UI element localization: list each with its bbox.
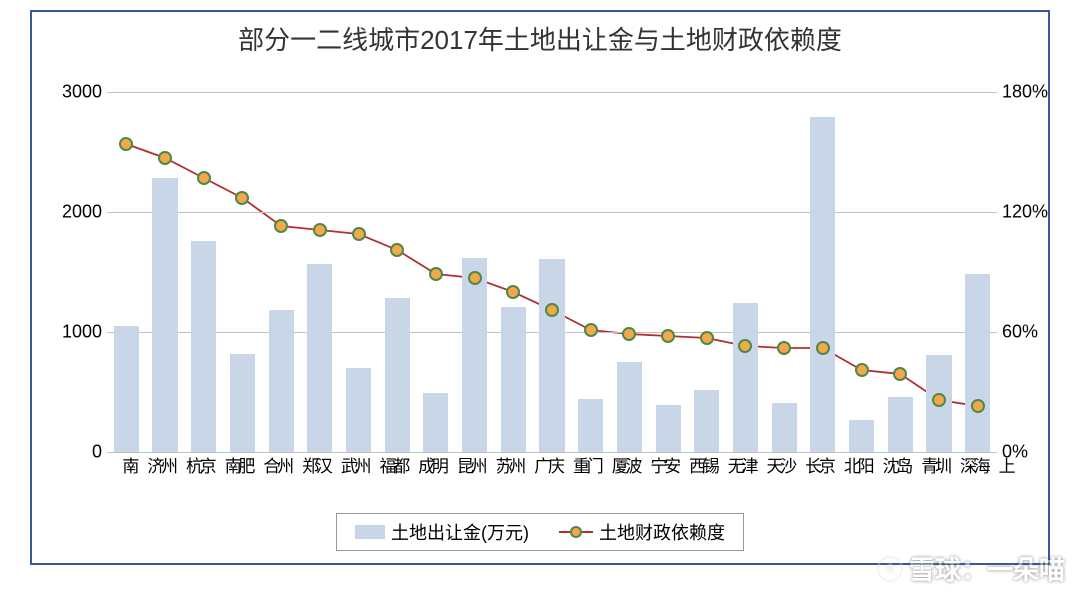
bar	[501, 307, 526, 452]
bar	[269, 310, 294, 452]
bar	[772, 403, 797, 452]
line-marker	[816, 341, 830, 355]
chart-container: 部分一二线城市2017年土地出让金与土地财政依赖度 01000200030000…	[30, 10, 1050, 565]
bar	[462, 258, 487, 452]
line-marker	[352, 227, 366, 241]
bar	[965, 274, 990, 452]
y-left-tick-label: 3000	[52, 82, 102, 103]
line-marker	[506, 285, 520, 299]
chart-title: 部分一二线城市2017年土地出让金与土地财政依赖度	[32, 12, 1048, 57]
line-marker	[738, 339, 752, 353]
y-right-tick-label: 60%	[1002, 322, 1057, 343]
gridline	[107, 92, 997, 93]
line-marker	[661, 329, 675, 343]
watermark-icon: ❄	[877, 556, 903, 582]
legend-label-line: 土地财政依赖度	[599, 519, 725, 545]
bar	[539, 259, 564, 452]
watermark: ❄ 雪球：一朵喵	[877, 550, 1065, 587]
line-marker	[313, 223, 327, 237]
y-right-tick-label: 180%	[1002, 82, 1057, 103]
bar	[656, 405, 681, 452]
line-marker	[119, 137, 133, 151]
y-left-tick-label: 1000	[52, 322, 102, 343]
bar	[346, 368, 371, 452]
y-left-tick-label: 0	[52, 442, 102, 463]
bar	[423, 393, 448, 452]
line-marker	[429, 267, 443, 281]
legend-swatch-line	[559, 531, 593, 533]
line-marker	[932, 393, 946, 407]
legend-item-bars: 土地出让金(万元)	[355, 519, 529, 545]
line-marker	[893, 367, 907, 381]
line-marker	[584, 323, 598, 337]
line-marker	[390, 243, 404, 257]
line-marker	[468, 271, 482, 285]
bar	[152, 178, 177, 452]
bar	[694, 390, 719, 452]
y-right-tick-label: 120%	[1002, 202, 1057, 223]
gridline	[107, 212, 997, 213]
watermark-text: 雪球：一朵喵	[909, 550, 1065, 587]
bar	[385, 298, 410, 452]
line-marker	[700, 331, 714, 345]
x-tick-label: 上海	[968, 452, 1018, 472]
line-marker	[777, 341, 791, 355]
legend: 土地出让金(万元) 土地财政依赖度	[336, 513, 744, 551]
plot-area: 01000200030000%60%120%180%济南杭州南京合肥郑州武汉福州…	[107, 92, 997, 452]
bar	[191, 241, 216, 452]
bar	[114, 326, 139, 452]
legend-marker-icon	[570, 526, 582, 538]
line-marker	[274, 219, 288, 233]
line-marker	[235, 191, 249, 205]
bar	[307, 264, 332, 452]
legend-item-line: 土地财政依赖度	[559, 519, 725, 545]
legend-swatch-bar	[355, 525, 385, 539]
line-marker	[622, 327, 636, 341]
bar	[810, 117, 835, 452]
bar	[230, 354, 255, 452]
y-left-tick-label: 2000	[52, 202, 102, 223]
line-marker	[158, 151, 172, 165]
bar	[888, 397, 913, 452]
legend-label-bars: 土地出让金(万元)	[391, 519, 529, 545]
line-marker	[545, 303, 559, 317]
line-marker	[971, 399, 985, 413]
bar	[578, 399, 603, 452]
line-marker	[855, 363, 869, 377]
bar	[849, 420, 874, 452]
line-marker	[197, 171, 211, 185]
bar	[617, 362, 642, 452]
bar	[733, 303, 758, 452]
